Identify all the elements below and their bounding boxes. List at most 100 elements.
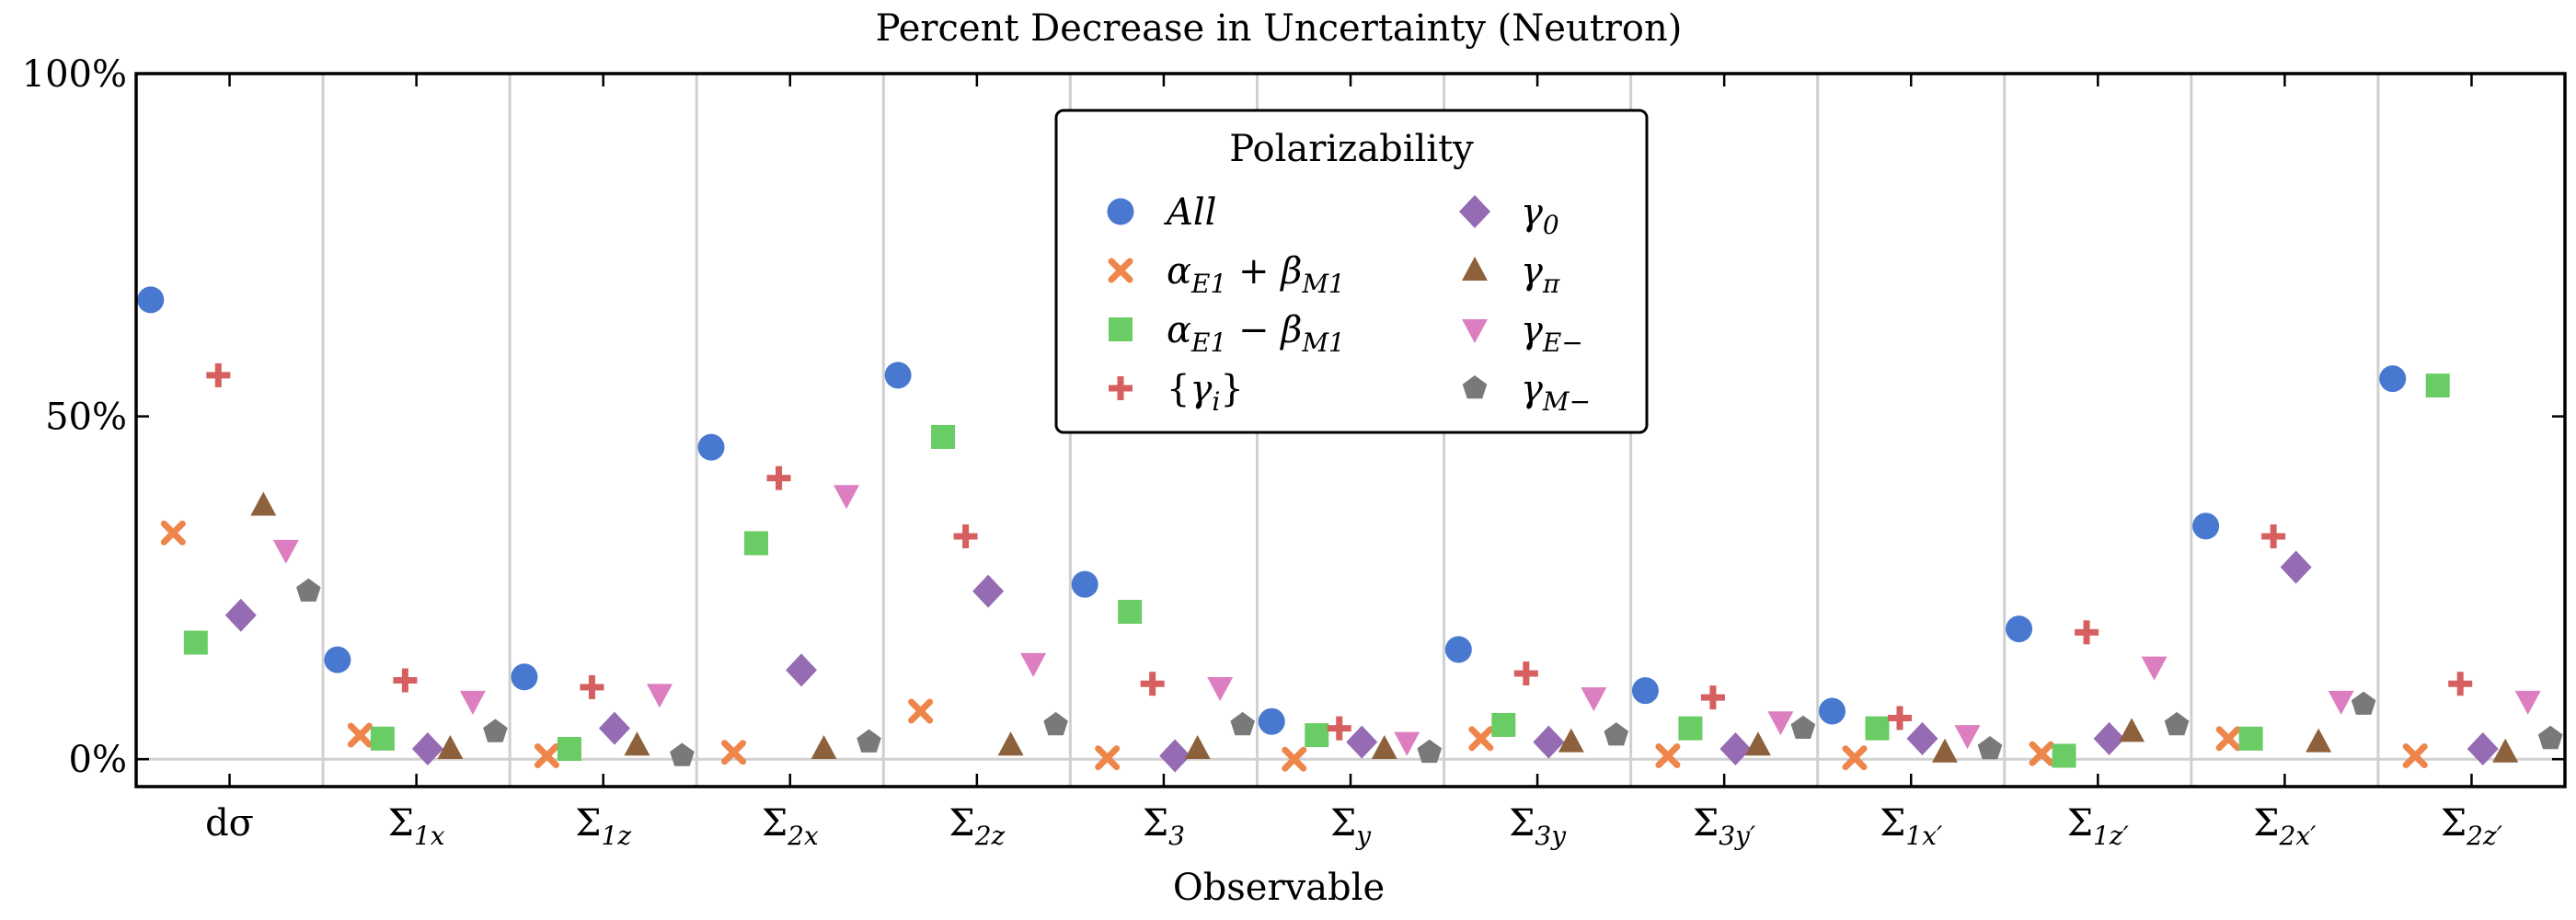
- data-point: [1417, 739, 1443, 764]
- data-point: [1887, 706, 1912, 730]
- x-tick-label: Σ1z: [575, 802, 631, 851]
- data-point: [557, 737, 581, 762]
- data-point: [2492, 738, 2519, 763]
- data-point: [459, 690, 486, 715]
- series-6: [272, 485, 2541, 756]
- data-point: [598, 711, 630, 745]
- data-point: [1842, 745, 1868, 771]
- series-2: [183, 374, 2450, 768]
- data-point: [997, 731, 1024, 756]
- data-point: [2379, 365, 2407, 393]
- data-point: [1767, 711, 1794, 736]
- data-point: [1700, 685, 1725, 710]
- data-point: [1071, 570, 1098, 598]
- data-point: [2141, 656, 2168, 681]
- data-point: [786, 653, 818, 687]
- legend: Polarizability All αE1 + βM1 αE1 − βM1 {γi} γ…: [1054, 109, 1649, 434]
- data-point: [2029, 741, 2054, 766]
- data-point: [1258, 707, 1285, 735]
- data-point: [206, 362, 231, 387]
- data-point: [697, 433, 725, 461]
- data-point: [1159, 739, 1191, 773]
- legend-marker: [1462, 257, 1488, 281]
- data-point: [2402, 742, 2428, 768]
- data-point: [1305, 723, 1329, 748]
- legend-marker: [1462, 375, 1488, 399]
- legend-label: γπ: [1521, 250, 1560, 299]
- series-5: [250, 491, 2519, 763]
- data-point: [931, 424, 956, 449]
- data-point: [744, 531, 769, 556]
- x-tick-label: Σ1x′: [1880, 802, 1943, 851]
- x-tick-label: Σ3y′: [1693, 802, 1756, 851]
- data-point: [2351, 691, 2376, 715]
- legend-entry: All: [1107, 191, 1216, 234]
- y-tick-label: 0%: [69, 739, 127, 781]
- data-point: [411, 732, 443, 766]
- x-tick-label: Σy: [1330, 802, 1372, 851]
- data-point: [1184, 735, 1211, 760]
- legend-marker: [1462, 319, 1488, 343]
- data-point: [1719, 732, 1752, 766]
- data-point: [1118, 599, 1143, 624]
- data-point: [2164, 711, 2190, 736]
- x-tick-label: Σ1z′: [2067, 802, 2130, 851]
- data-point: [2119, 718, 2145, 742]
- legend-entry: γ0: [1459, 191, 1559, 240]
- data-point: [1394, 731, 1420, 756]
- legend-entry: {γi}: [1109, 368, 1244, 417]
- x-tick-label: Σ2x′: [2253, 802, 2317, 851]
- data-point: [1513, 661, 1538, 686]
- series-7: [296, 578, 2563, 766]
- legend-entry: γM−: [1462, 368, 1591, 417]
- data-point: [437, 735, 464, 760]
- data-point: [1790, 715, 1816, 739]
- legend-marker: [1109, 376, 1133, 400]
- data-point: [580, 674, 604, 699]
- data-point: [137, 286, 165, 314]
- data-point: [1533, 725, 1565, 759]
- data-point: [908, 698, 934, 724]
- data-point: [1954, 725, 1981, 750]
- data-point: [2537, 725, 2563, 750]
- data-point: [2280, 550, 2312, 584]
- data-point: [1327, 716, 1351, 741]
- data-point: [1346, 725, 1378, 759]
- data-point: [1043, 711, 1068, 736]
- data-point: [953, 524, 978, 549]
- data-point: [1678, 716, 1703, 741]
- data-point: [2192, 512, 2220, 540]
- series-1: [160, 520, 2428, 772]
- data-point: [1020, 652, 1047, 677]
- data-point: [1207, 676, 1234, 701]
- data-point: [1931, 738, 1958, 763]
- data-point: [2306, 728, 2332, 753]
- x-tick-label: Σ1x: [388, 802, 445, 851]
- legend-label: αE1 − βM1: [1167, 309, 1345, 358]
- x-axis-label: Observable: [1173, 867, 1385, 909]
- data-point: [1906, 721, 1938, 755]
- x-tick-label: Σ2x: [762, 802, 819, 851]
- legend-marker: [1459, 195, 1490, 228]
- data-point: [511, 663, 538, 691]
- data-point: [2075, 620, 2099, 645]
- series-3: [206, 362, 2473, 741]
- data-point: [624, 731, 650, 756]
- data-point: [1095, 745, 1121, 771]
- legend-label: γ0: [1521, 191, 1559, 240]
- data-point: [370, 726, 395, 751]
- data-point: [857, 729, 881, 753]
- data-point: [721, 740, 747, 765]
- chart-title: Percent Decrease in Uncertainty (Neutron…: [876, 7, 1683, 50]
- data-point: [811, 735, 837, 760]
- data-point: [1581, 687, 1607, 712]
- data-point: [1491, 712, 1516, 737]
- legend-entry: γE−: [1462, 309, 1583, 358]
- y-tick-label: 100%: [22, 53, 127, 96]
- legend-label: γM−: [1521, 368, 1591, 417]
- data-point: [1818, 697, 1846, 725]
- data-point: [483, 719, 508, 742]
- data-point: [1371, 735, 1397, 760]
- legend-marker: [1108, 258, 1133, 283]
